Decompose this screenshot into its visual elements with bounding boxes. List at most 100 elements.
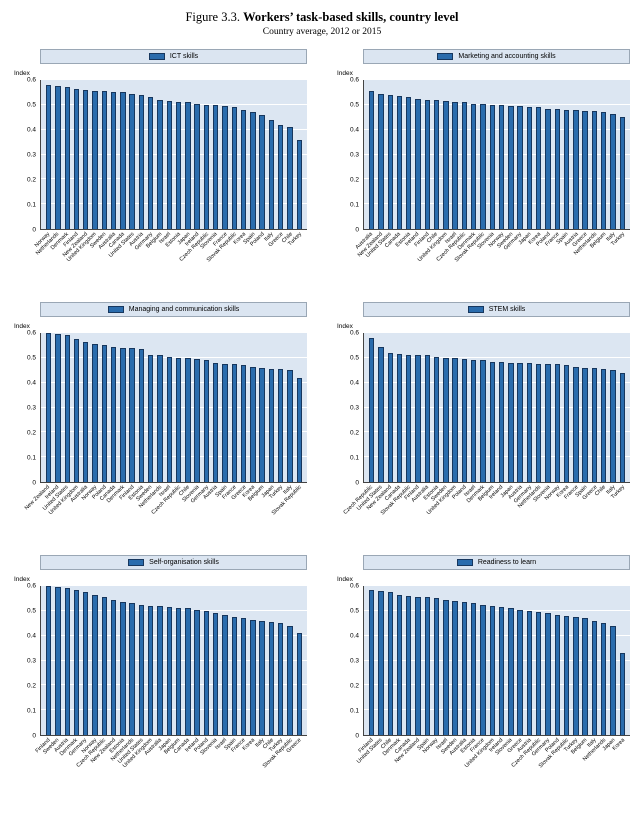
gridline — [364, 79, 630, 80]
gridline — [364, 684, 630, 686]
bar — [433, 598, 440, 735]
bar — [573, 366, 579, 482]
bar — [259, 620, 265, 735]
bar — [101, 345, 108, 482]
bar — [110, 92, 117, 229]
bar — [55, 86, 61, 229]
bar-slot — [295, 586, 304, 735]
bar — [73, 589, 80, 735]
bar — [64, 588, 70, 735]
bar — [526, 107, 533, 229]
bar-slot — [63, 586, 72, 735]
bar — [277, 124, 284, 229]
bar-slot — [413, 586, 422, 735]
plot-row: 0 0.1 0.2 0.3 0.4 0.5 0.6 — [14, 76, 307, 232]
bar-slot — [230, 586, 239, 735]
x-axis-labels: Norway Netherlands Denmark Finland New Zeala… — [34, 230, 307, 282]
bar — [73, 88, 80, 229]
plot-row: 0 0.1 0.2 0.3 0.4 0.5 0.6 — [337, 582, 630, 738]
bar-slot — [118, 333, 127, 482]
bar — [471, 360, 477, 482]
bar — [148, 355, 154, 482]
bar-slot — [553, 333, 562, 482]
y-tick-label: 0.1 — [26, 706, 36, 714]
bar-slot — [90, 80, 99, 229]
bar-slot — [599, 333, 608, 482]
bar — [166, 607, 172, 735]
bar — [508, 106, 514, 229]
bar-slot — [128, 80, 137, 229]
bar — [92, 594, 98, 735]
bar-slot — [580, 80, 589, 229]
bar — [517, 106, 523, 229]
bar — [83, 592, 89, 735]
bar-slot — [72, 586, 81, 735]
bar-slot — [376, 333, 385, 482]
bar — [222, 364, 228, 482]
bar-slot — [137, 333, 146, 482]
bar — [129, 347, 135, 482]
y-tick-label: 0.1 — [349, 453, 359, 461]
bar — [194, 609, 200, 735]
bar-slot — [534, 80, 543, 229]
y-tick-label: 0.2 — [349, 175, 359, 183]
bar-slot — [460, 586, 469, 735]
bar-slot — [590, 586, 599, 735]
bar — [554, 108, 560, 229]
bar-slot — [248, 333, 257, 482]
bar — [296, 633, 302, 735]
legend-swatch-icon — [437, 53, 454, 60]
bar-slot — [44, 80, 53, 229]
bar — [83, 89, 89, 229]
gridline — [41, 634, 307, 636]
plot-row: 0 0.1 0.2 0.3 0.4 0.5 0.6 — [337, 329, 630, 485]
bar — [64, 335, 70, 482]
gridline — [364, 709, 630, 711]
bar-slot — [146, 80, 155, 229]
bars — [41, 333, 307, 482]
y-tick-label: 0.1 — [349, 706, 359, 714]
bar — [378, 93, 384, 229]
bar-slot — [44, 586, 53, 735]
bar — [175, 102, 182, 229]
bar-slot — [608, 586, 617, 735]
bar-slot — [478, 80, 487, 229]
bar — [498, 361, 505, 482]
plot-row: 0 0.1 0.2 0.3 0.4 0.5 0.6 — [337, 76, 630, 232]
gridline — [41, 431, 307, 433]
legend-swatch-icon — [456, 559, 473, 566]
figure-label: Figure 3.3. — [185, 10, 240, 24]
bar-slot — [118, 80, 127, 229]
bar — [591, 620, 598, 735]
bar-slot — [155, 586, 164, 735]
legend: Marketing and accounting skills — [363, 49, 630, 64]
bar — [203, 104, 210, 229]
bar-slot — [395, 80, 404, 229]
bar-slot — [63, 333, 72, 482]
bar-slot — [571, 586, 580, 735]
x-label-slot: Korea — [611, 736, 627, 788]
bar — [129, 93, 135, 229]
bar — [203, 360, 210, 482]
bar-slot — [478, 333, 487, 482]
chart-stem-skills: STEM skills Index 0 0.1 0.2 0.3 0.4 0.5 0.6 Cz… — [337, 302, 630, 535]
y-tick-label: 0.4 — [26, 378, 36, 386]
bar — [415, 355, 421, 482]
y-tick-label: 0.4 — [349, 378, 359, 386]
bar — [591, 367, 598, 482]
bar-slot — [137, 586, 146, 735]
bar-slot — [285, 80, 294, 229]
bar-slot — [386, 586, 395, 735]
bar — [157, 605, 163, 735]
bar — [203, 610, 210, 735]
bar — [120, 92, 126, 229]
bar-slot — [367, 586, 376, 735]
bar-slot — [516, 80, 525, 229]
bar-slot — [590, 333, 599, 482]
bar — [101, 91, 108, 229]
bar-slot — [285, 586, 294, 735]
bar-slot — [295, 80, 304, 229]
bar — [194, 103, 200, 229]
bar — [185, 357, 191, 482]
bar — [545, 364, 551, 482]
